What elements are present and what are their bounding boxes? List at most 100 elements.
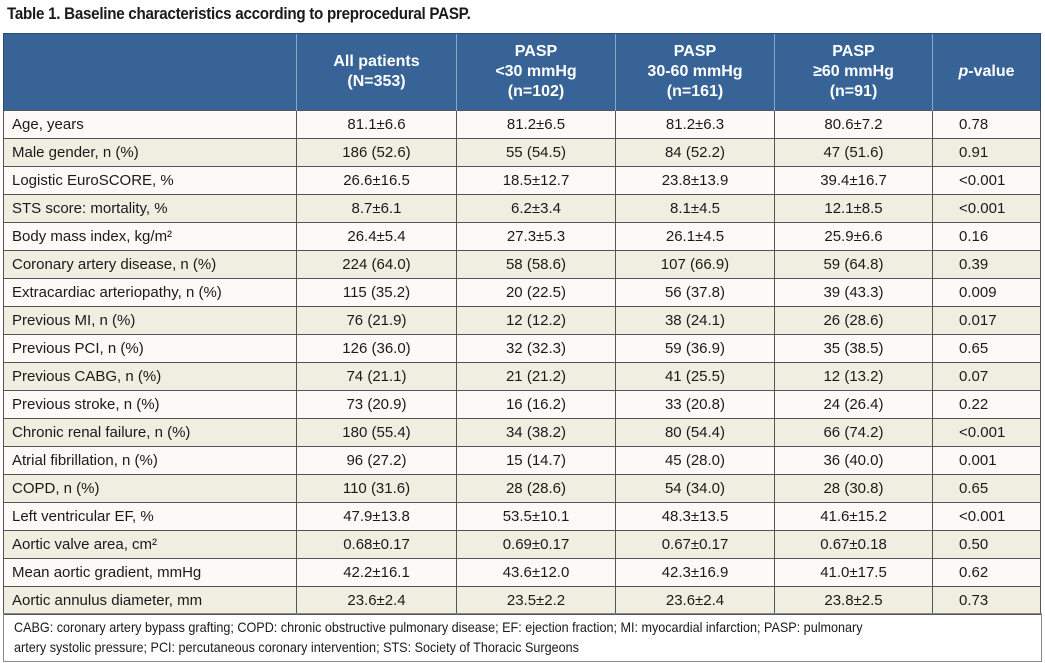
table-body: Age, years 81.1±6.6 81.2±6.5 81.2±6.3 80.6±7… [3, 110, 1041, 615]
pasp-lt30-value: 16 (16.2) [456, 390, 616, 419]
table-row: Mean aortic gradient, mmHg 42.2±16.1 43.6±… [3, 558, 1041, 587]
p-value: <0.001 [932, 418, 1041, 447]
row-label: Previous MI, n (%) [3, 306, 297, 335]
pasp-ge60-value: 66 (74.2) [774, 418, 933, 447]
all-patients-value: 26.6±16.5 [296, 166, 457, 195]
header-pasp-30-60: PASP 30-60 mmHg (n=161) [615, 33, 775, 111]
pasp-30-60-value: 0.67±0.17 [615, 530, 775, 559]
pasp-30-60-value: 84 (52.2) [615, 138, 775, 167]
header-variable [3, 33, 297, 111]
pasp-lt30-value: 34 (38.2) [456, 418, 616, 447]
table-row: Left ventricular EF, % 47.9±13.8 53.5±10.1… [3, 502, 1041, 531]
pasp-ge60-value: 35 (38.5) [774, 334, 933, 363]
pasp-ge60-value: 12 (13.2) [774, 362, 933, 391]
row-label: Body mass index, kg/m² [3, 222, 297, 251]
pasp-lt30-value: 15 (14.7) [456, 446, 616, 475]
p-value: 0.91 [932, 138, 1041, 167]
pasp-lt30-value: 12 (12.2) [456, 306, 616, 335]
row-label: Aortic valve area, cm² [3, 530, 297, 559]
all-patients-value: 115 (35.2) [296, 278, 457, 307]
pasp-ge60-value: 25.9±6.6 [774, 222, 933, 251]
row-label: Male gender, n (%) [3, 138, 297, 167]
p-value: <0.001 [932, 194, 1041, 223]
pasp-lt30-value: 27.3±5.3 [456, 222, 616, 251]
all-patients-value: 110 (31.6) [296, 474, 457, 503]
header-line: All patients [333, 53, 420, 70]
table-row: Aortic annulus diameter, mm 23.6±2.4 23.5±… [3, 586, 1041, 615]
all-patients-value: 180 (55.4) [296, 418, 457, 447]
footnote-line: CABG: coronary artery bypass grafting; C… [14, 619, 863, 635]
all-patients-value: 96 (27.2) [296, 446, 457, 475]
all-patients-value: 47.9±13.8 [296, 502, 457, 531]
pasp-30-60-value: 41 (25.5) [615, 362, 775, 391]
p-value: 0.50 [932, 530, 1041, 559]
pasp-lt30-value: 6.2±3.4 [456, 194, 616, 223]
table-row: Aortic valve area, cm² 0.68±0.17 0.69±0.17… [3, 530, 1041, 559]
row-label: Chronic renal failure, n (%) [3, 418, 297, 447]
row-label: Extracardiac arteriopathy, n (%) [3, 278, 297, 307]
table-row: Previous stroke, n (%) 73 (20.9) 16 (16.2)… [3, 390, 1041, 419]
p-value: 0.65 [932, 334, 1041, 363]
pasp-30-60-value: 45 (28.0) [615, 446, 775, 475]
p-value: 0.009 [932, 278, 1041, 307]
pasp-ge60-value: 41.6±15.2 [774, 502, 933, 531]
row-label: Age, years [3, 110, 297, 139]
p-value: 0.16 [932, 222, 1041, 251]
pasp-30-60-value: 23.8±13.9 [615, 166, 775, 195]
row-label: Previous CABG, n (%) [3, 362, 297, 391]
pasp-lt30-value: 53.5±10.1 [456, 502, 616, 531]
footnote-line: artery systolic pressure; PCI: percutane… [14, 639, 579, 655]
all-patients-value: 126 (36.0) [296, 334, 457, 363]
p-value: 0.22 [932, 390, 1041, 419]
pasp-lt30-value: 21 (21.2) [456, 362, 616, 391]
pasp-30-60-value: 8.1±4.5 [615, 194, 775, 223]
table-row: STS score: mortality, % 8.7±6.1 6.2±3.4 8.1… [3, 194, 1041, 223]
all-patients-value: 73 (20.9) [296, 390, 457, 419]
table-row: Age, years 81.1±6.6 81.2±6.5 81.2±6.3 80.6±7… [3, 110, 1041, 139]
p-value: 0.73 [932, 586, 1041, 615]
header-line: <30 mmHg [495, 63, 577, 80]
all-patients-value: 42.2±16.1 [296, 558, 457, 587]
row-label: Mean aortic gradient, mmHg [3, 558, 297, 587]
row-label: Previous PCI, n (%) [3, 334, 297, 363]
header-line: (N=353) [347, 73, 406, 90]
all-patients-value: 0.68±0.17 [296, 530, 457, 559]
header-line: (n=161) [666, 83, 724, 100]
pasp-ge60-value: 39 (43.3) [774, 278, 933, 307]
pasp-lt30-value: 32 (32.3) [456, 334, 616, 363]
row-label: Previous stroke, n (%) [3, 390, 297, 419]
p-value: 0.62 [932, 558, 1041, 587]
pasp-ge60-value: 26 (28.6) [774, 306, 933, 335]
pasp-ge60-value: 59 (64.8) [774, 250, 933, 279]
pasp-30-60-value: 80 (54.4) [615, 418, 775, 447]
pasp-ge60-value: 24 (26.4) [774, 390, 933, 419]
table-row: Previous MI, n (%) 76 (21.9) 12 (12.2) 38 (… [3, 306, 1041, 335]
pasp-lt30-value: 28 (28.6) [456, 474, 616, 503]
row-label: COPD, n (%) [3, 474, 297, 503]
pasp-lt30-value: 58 (58.6) [456, 250, 616, 279]
pasp-lt30-value: 81.2±6.5 [456, 110, 616, 139]
table-row: Male gender, n (%) 186 (52.6) 55 (54.5) 84 … [3, 138, 1041, 167]
pasp-ge60-value: 41.0±17.5 [774, 558, 933, 587]
row-label: Aortic annulus diameter, mm [3, 586, 297, 615]
row-label: Atrial fibrillation, n (%) [3, 446, 297, 475]
header-pasp-ge60: PASP ≥60 mmHg (n=91) [774, 33, 933, 111]
header-line: PASP [514, 43, 558, 60]
pasp-30-60-value: 42.3±16.9 [615, 558, 775, 587]
header-line: (n=102) [507, 83, 565, 100]
p-value: 0.39 [932, 250, 1041, 279]
table-row: Body mass index, kg/m² 26.4±5.4 27.3±5.3 26… [3, 222, 1041, 251]
pasp-lt30-value: 20 (22.5) [456, 278, 616, 307]
p-value: 0.001 [932, 446, 1041, 475]
pasp-30-60-value: 23.6±2.4 [615, 586, 775, 615]
p-value: <0.001 [932, 166, 1041, 195]
pasp-lt30-value: 23.5±2.2 [456, 586, 616, 615]
pasp-lt30-value: 43.6±12.0 [456, 558, 616, 587]
pasp-lt30-value: 55 (54.5) [456, 138, 616, 167]
all-patients-value: 186 (52.6) [296, 138, 457, 167]
all-patients-value: 81.1±6.6 [296, 110, 457, 139]
p-value: <0.001 [932, 502, 1041, 531]
table-footnote: CABG: coronary artery bypass grafting; C… [3, 613, 1042, 662]
header-all-patients: All patients (N=353) [296, 33, 457, 111]
table-row: Extracardiac arteriopathy, n (%) 115 (35.… [3, 278, 1041, 307]
